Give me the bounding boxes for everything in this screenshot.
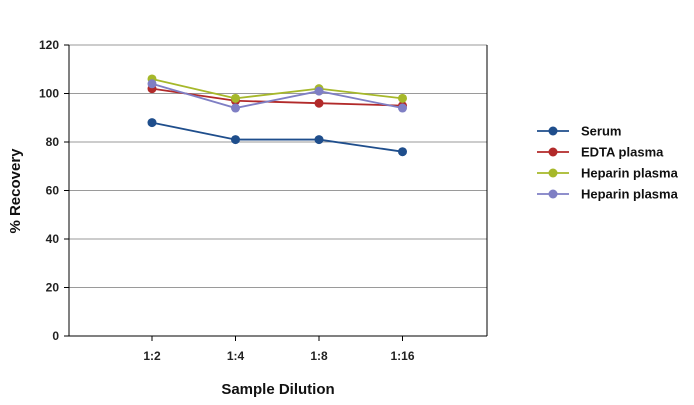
legend-label: Heparin plasma — [581, 187, 679, 202]
y-tick-label: 100 — [39, 87, 59, 101]
grid-lines — [69, 44, 487, 288]
legend-label: Serum — [581, 124, 621, 139]
legend-swatch-marker — [548, 147, 558, 157]
y-tick-label: 40 — [46, 232, 60, 246]
series-line — [151, 78, 403, 100]
y-axis-title: % Recovery — [7, 148, 24, 234]
data-point — [314, 98, 324, 108]
series-line — [151, 82, 403, 109]
y-tick-label: 120 — [39, 38, 59, 52]
data-point — [147, 79, 157, 89]
y-tick-label: 80 — [46, 135, 60, 149]
legend-label: EDTA plasma — [581, 145, 664, 160]
legend-label: Heparin plasma — [581, 166, 679, 181]
series-group — [147, 74, 407, 157]
x-axis-ticks: 1:2 1:4 1:8 1:16 — [143, 336, 415, 363]
series-1 — [147, 84, 407, 111]
data-point — [398, 147, 407, 157]
data-point — [147, 118, 157, 128]
data-point — [231, 135, 240, 145]
y-tick-label: 60 — [46, 184, 60, 198]
y-axis-ticks: 0 20 40 60 80 100 120 — [39, 38, 69, 343]
legend-swatch-marker — [548, 168, 558, 178]
series-0 — [147, 118, 407, 157]
legend-item: EDTA plasma — [537, 145, 664, 160]
data-point — [314, 86, 324, 96]
series-line — [151, 121, 403, 153]
legend-swatch-marker — [548, 189, 558, 199]
series-2 — [147, 74, 407, 103]
y-tick-label: 0 — [52, 329, 59, 343]
legend-swatch-marker — [548, 126, 558, 136]
x-tick-label: 1:8 — [310, 349, 328, 363]
axes — [68, 45, 488, 337]
legend-item: Serum — [537, 124, 621, 139]
legend-item: Heparin plasma — [537, 187, 679, 202]
x-tick-label: 1:4 — [227, 349, 245, 363]
x-axis-title: Sample Dilution — [221, 381, 334, 398]
data-point — [398, 93, 407, 103]
data-point — [314, 135, 324, 145]
data-point — [231, 103, 240, 113]
data-point — [398, 103, 407, 113]
data-point — [231, 93, 240, 103]
series-line — [151, 87, 403, 107]
y-tick-label: 20 — [46, 281, 60, 295]
x-tick-label: 1:16 — [390, 349, 414, 363]
legend: Serum EDTA plasma Heparin plasma Heparin pl… — [537, 124, 679, 202]
legend-item: Heparin plasma — [537, 166, 679, 181]
series-3 — [147, 79, 407, 113]
x-tick-label: 1:2 — [143, 349, 161, 363]
